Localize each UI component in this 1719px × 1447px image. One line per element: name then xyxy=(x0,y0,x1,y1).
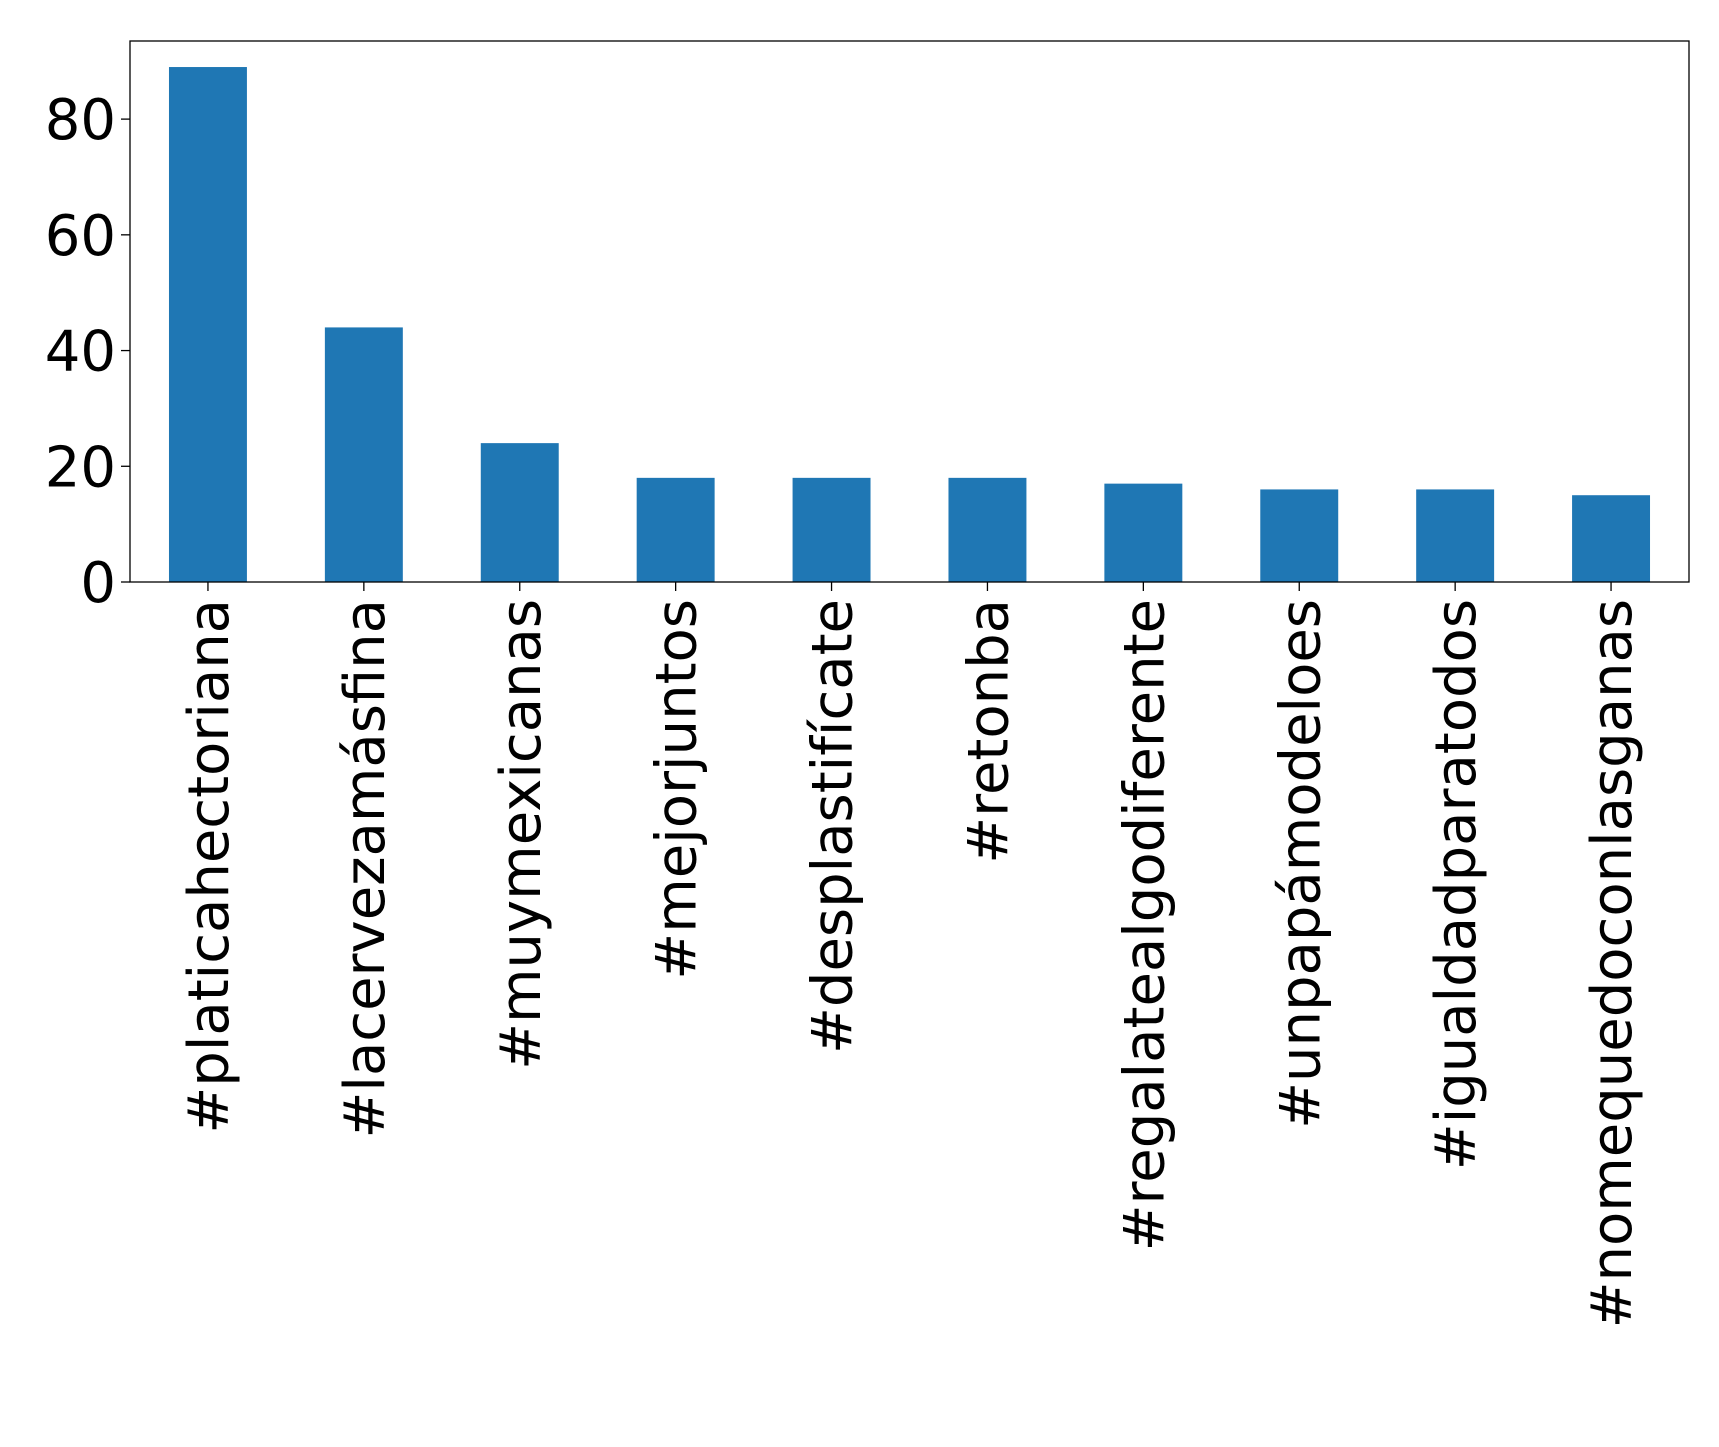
y-axis: 0 20 40 60 80 xyxy=(45,88,130,616)
bars-layer xyxy=(168,67,1651,583)
y-tick-label: 80 xyxy=(45,88,116,153)
x-tick-label: #lacervezamásfina xyxy=(333,599,398,1139)
bar xyxy=(1416,489,1495,582)
x-tick-label: #regalatealgodiferente xyxy=(1112,599,1177,1251)
y-tick-label: 0 xyxy=(80,551,116,616)
x-tick-label: #unpapámodeloes xyxy=(1268,599,1333,1129)
bar xyxy=(948,477,1027,582)
bar xyxy=(480,443,559,582)
x-axis: #platicahectoriana #lacervezamásfina #muym… xyxy=(177,582,1645,1328)
x-tick-label: #mejorjuntos xyxy=(645,599,710,980)
x-tick-label: #platicahectoriana xyxy=(177,599,242,1134)
y-tick-label: 60 xyxy=(45,204,116,269)
bar xyxy=(168,67,247,583)
bar xyxy=(1260,489,1339,582)
y-tick-label: 40 xyxy=(45,320,116,385)
x-tick-label: #nomequedoconlasganas xyxy=(1580,599,1645,1328)
x-tick-label: #muymexicanas xyxy=(489,599,554,1070)
x-tick-label: #retonba xyxy=(956,599,1021,864)
bar xyxy=(792,477,871,582)
bar xyxy=(1572,495,1651,582)
bar xyxy=(1104,483,1183,582)
bar xyxy=(636,477,715,582)
x-tick-label: #igualdadparatodos xyxy=(1424,599,1489,1170)
plot-area-frame xyxy=(129,40,1690,583)
x-tick-label: #desplastifícate xyxy=(801,599,866,1054)
y-tick-label: 20 xyxy=(45,435,116,500)
bar xyxy=(324,327,403,582)
